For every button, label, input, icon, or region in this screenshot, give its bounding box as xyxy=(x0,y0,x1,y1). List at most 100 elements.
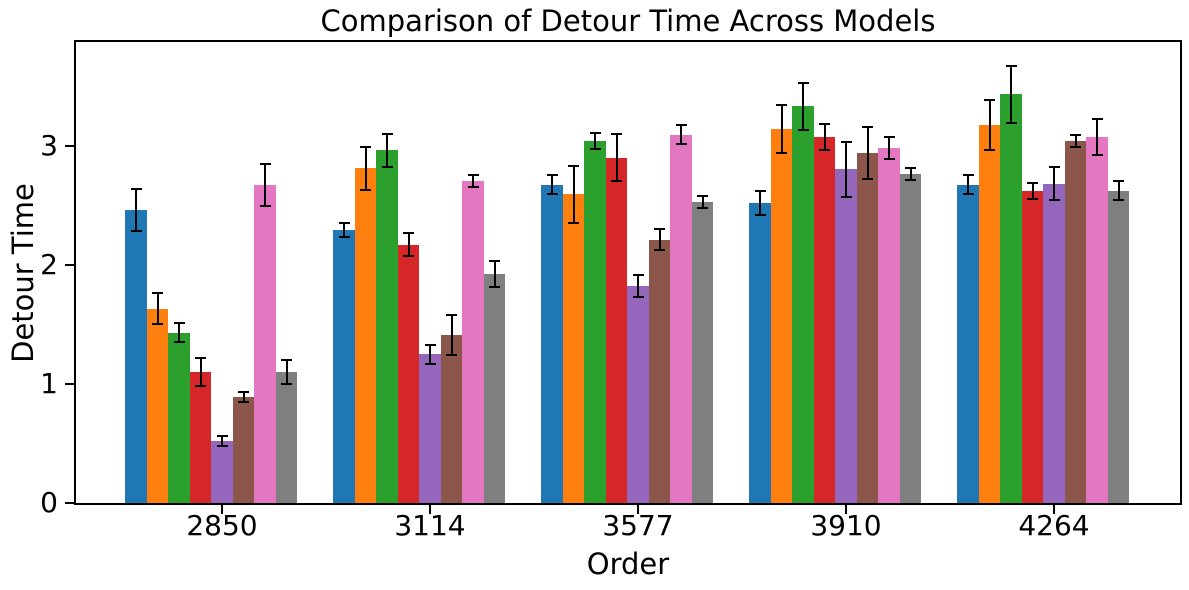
bar-brown-3577 xyxy=(648,239,671,503)
bar-blue-4264 xyxy=(957,184,979,503)
bar-brown-3114 xyxy=(440,335,463,503)
error-bar-cap xyxy=(819,149,830,152)
error-bar-cap xyxy=(216,435,228,438)
error-bar-cap xyxy=(840,141,852,144)
y-tick-mark xyxy=(65,502,74,504)
error-bar xyxy=(221,436,223,446)
error-bar-cap xyxy=(360,188,371,191)
bar-purple-3910 xyxy=(835,169,857,503)
error-bar-cap xyxy=(819,123,830,126)
error-bar-cap xyxy=(754,213,766,216)
error-bar-cap xyxy=(338,236,350,239)
error-bar xyxy=(551,175,553,195)
error-bar-cap xyxy=(797,81,809,84)
x-tick-label: 4264 xyxy=(1018,509,1090,542)
error-bar-cap xyxy=(840,195,852,198)
bar-gray-3114 xyxy=(483,274,506,503)
error-bar-cap xyxy=(1005,64,1017,67)
error-bar-cap xyxy=(130,230,142,233)
error-bar xyxy=(988,100,991,151)
error-bar-cap xyxy=(546,174,558,177)
error-bar-cap xyxy=(1113,180,1124,183)
plot-area xyxy=(74,40,1182,505)
bar-red-3114 xyxy=(397,244,420,503)
bar-red-2850 xyxy=(189,371,212,503)
y-tick-mark xyxy=(65,382,74,385)
bar-pink-4264 xyxy=(1086,137,1108,503)
error-bar-cap xyxy=(697,194,708,197)
error-bar-cap xyxy=(546,193,558,196)
chart-title: Comparison of Detour Time Across Models xyxy=(320,4,936,38)
error-bar-cap xyxy=(130,187,142,190)
error-bar xyxy=(1074,134,1077,147)
error-bar xyxy=(845,142,847,197)
error-bar xyxy=(135,188,137,232)
error-bar-cap xyxy=(1027,181,1038,184)
error-bar-cap xyxy=(984,149,995,152)
error-bar-cap xyxy=(238,400,249,403)
y-tick-label: 1 xyxy=(40,366,58,400)
error-bar xyxy=(866,126,869,179)
error-bar-cap xyxy=(589,148,601,151)
x-axis-label: Order xyxy=(586,547,670,581)
error-bar-cap xyxy=(1070,145,1081,148)
error-bar-cap xyxy=(1091,154,1103,157)
bar-pink-2850 xyxy=(254,184,276,503)
error-bar-cap xyxy=(611,180,622,183)
error-bar xyxy=(658,229,661,251)
bar-pink-3114 xyxy=(462,181,484,503)
error-bar-cap xyxy=(152,292,163,295)
error-bar-cap xyxy=(1091,118,1103,121)
error-bar-cap xyxy=(632,295,644,298)
bar-gray-2850 xyxy=(275,371,298,503)
error-bar-cap xyxy=(568,164,579,167)
bar-red-3910 xyxy=(813,137,836,503)
error-bar-cap xyxy=(654,249,665,252)
bar-red-4264 xyxy=(1021,190,1044,503)
bar-brown-3910 xyxy=(856,152,879,503)
error-bar-cap xyxy=(467,174,479,177)
x-tick-label: 3577 xyxy=(602,509,674,542)
error-bar-cap xyxy=(632,274,644,277)
x-tick-mark xyxy=(845,505,847,514)
error-bar-cap xyxy=(611,132,622,135)
error-bar-cap xyxy=(1070,133,1081,136)
error-bar-cap xyxy=(568,222,579,225)
error-bar xyxy=(637,275,639,297)
error-bar-cap xyxy=(489,286,500,289)
error-bar-cap xyxy=(883,157,895,160)
y-tick-label: 0 xyxy=(40,486,58,519)
bar-green-4264 xyxy=(1000,94,1022,503)
bar-gray-4264 xyxy=(1107,190,1130,503)
error-bar xyxy=(472,175,474,188)
error-bar-cap xyxy=(467,186,479,189)
bar-purple-4264 xyxy=(1043,183,1065,503)
error-bar xyxy=(264,163,266,207)
bar-orange-3114 xyxy=(354,168,377,503)
error-bar xyxy=(242,392,245,402)
error-bar-cap xyxy=(1048,199,1060,202)
bar-red-3577 xyxy=(605,157,628,503)
error-bar-cap xyxy=(446,313,457,316)
error-bar xyxy=(429,344,431,364)
bar-orange-2850 xyxy=(146,308,169,503)
error-bar xyxy=(780,105,783,153)
bar-green-2850 xyxy=(168,332,190,503)
error-bar-cap xyxy=(195,356,206,359)
y-tick-mark xyxy=(65,263,74,266)
error-bar xyxy=(572,165,575,224)
y-tick-label: 3 xyxy=(40,128,58,162)
error-bar-cap xyxy=(424,362,436,365)
bar-blue-3114 xyxy=(333,230,355,503)
error-bar xyxy=(1096,119,1098,156)
bar-brown-4264 xyxy=(1064,140,1087,503)
error-bar xyxy=(615,133,618,182)
error-bar xyxy=(386,133,388,168)
error-bar xyxy=(759,190,761,215)
error-bar-cap xyxy=(446,354,457,357)
x-tick-label: 3114 xyxy=(394,509,466,542)
error-bar xyxy=(285,360,288,384)
error-bar-cap xyxy=(654,228,665,231)
error-bar xyxy=(156,293,159,325)
